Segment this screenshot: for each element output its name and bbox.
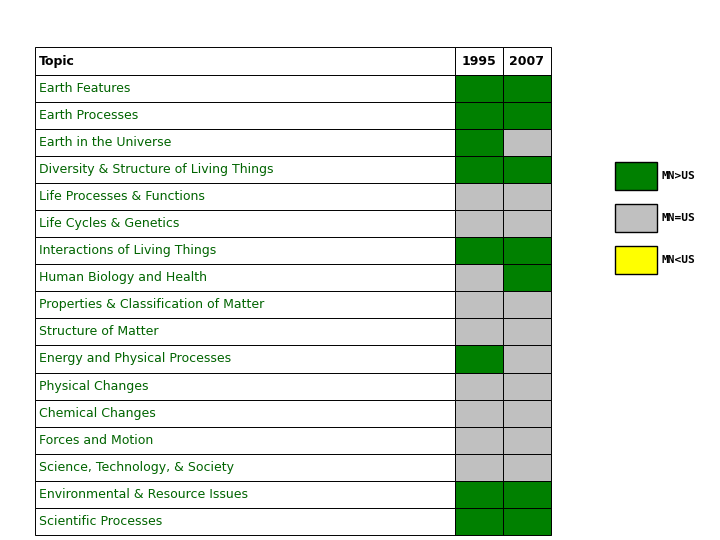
- Bar: [503, 346, 551, 373]
- Bar: [455, 508, 503, 535]
- Bar: [35, 129, 455, 156]
- Text: MN<US: MN<US: [661, 255, 695, 265]
- Bar: [35, 427, 455, 454]
- Bar: [503, 183, 551, 210]
- Bar: [455, 319, 503, 346]
- Text: Comparing MN and the US: Grade 8 Science: Comparing MN and the US: Grade 8 Science: [17, 6, 703, 34]
- Bar: [455, 129, 503, 156]
- Bar: [35, 454, 455, 481]
- Text: Earth Features: Earth Features: [39, 82, 130, 94]
- Bar: [455, 237, 503, 264]
- Bar: [35, 183, 455, 210]
- Bar: [455, 156, 503, 183]
- Bar: [455, 400, 503, 427]
- Bar: [503, 291, 551, 319]
- Bar: [503, 427, 551, 454]
- Text: 2007: 2007: [510, 55, 544, 68]
- Bar: [615, 204, 657, 232]
- Text: Structure of Matter: Structure of Matter: [39, 326, 158, 339]
- Bar: [35, 48, 455, 75]
- Bar: [503, 129, 551, 156]
- Text: Environmental & Resource Issues: Environmental & Resource Issues: [39, 488, 248, 501]
- Bar: [503, 319, 551, 346]
- Text: Earth in the Universe: Earth in the Universe: [39, 136, 171, 149]
- Bar: [455, 210, 503, 237]
- Text: MN=US: MN=US: [661, 213, 695, 224]
- Text: Chemical Changes: Chemical Changes: [39, 407, 156, 420]
- Bar: [455, 373, 503, 400]
- Bar: [35, 75, 455, 102]
- Bar: [35, 373, 455, 400]
- Text: Interactions of Living Things: Interactions of Living Things: [39, 244, 216, 257]
- Bar: [503, 75, 551, 102]
- Bar: [35, 156, 455, 183]
- Bar: [35, 210, 455, 237]
- Text: Topic: Topic: [39, 55, 75, 68]
- Bar: [35, 102, 455, 129]
- Bar: [35, 319, 455, 346]
- Bar: [455, 291, 503, 319]
- Bar: [503, 508, 551, 535]
- Text: MN>US: MN>US: [661, 171, 695, 181]
- Text: Human Biology and Health: Human Biology and Health: [39, 271, 207, 284]
- Text: Science, Technology, & Society: Science, Technology, & Society: [39, 461, 234, 474]
- Bar: [615, 246, 657, 274]
- Bar: [455, 264, 503, 291]
- Bar: [455, 427, 503, 454]
- Text: Scientific Processes: Scientific Processes: [39, 515, 162, 528]
- Bar: [503, 400, 551, 427]
- Bar: [503, 156, 551, 183]
- Bar: [455, 454, 503, 481]
- Bar: [503, 48, 551, 75]
- Text: Forces and Motion: Forces and Motion: [39, 434, 153, 447]
- Bar: [503, 481, 551, 508]
- Bar: [503, 210, 551, 237]
- Bar: [503, 373, 551, 400]
- Bar: [35, 237, 455, 264]
- Bar: [503, 454, 551, 481]
- Text: Life Cycles & Genetics: Life Cycles & Genetics: [39, 217, 179, 230]
- Bar: [455, 48, 503, 75]
- Text: Earth Processes: Earth Processes: [39, 109, 138, 122]
- Text: Physical Changes: Physical Changes: [39, 380, 148, 393]
- Bar: [455, 75, 503, 102]
- Bar: [503, 264, 551, 291]
- Text: Life Processes & Functions: Life Processes & Functions: [39, 190, 205, 203]
- Text: 1995: 1995: [462, 55, 496, 68]
- Bar: [35, 264, 455, 291]
- Bar: [455, 183, 503, 210]
- Bar: [503, 237, 551, 264]
- Bar: [35, 508, 455, 535]
- Text: Energy and Physical Processes: Energy and Physical Processes: [39, 353, 231, 366]
- Bar: [35, 400, 455, 427]
- Bar: [35, 291, 455, 319]
- Bar: [455, 102, 503, 129]
- Text: Properties & Classification of Matter: Properties & Classification of Matter: [39, 298, 264, 311]
- Bar: [35, 346, 455, 373]
- Bar: [455, 346, 503, 373]
- Bar: [503, 102, 551, 129]
- Bar: [35, 481, 455, 508]
- Bar: [455, 481, 503, 508]
- Bar: [615, 163, 657, 191]
- Text: Diversity & Structure of Living Things: Diversity & Structure of Living Things: [39, 163, 274, 176]
